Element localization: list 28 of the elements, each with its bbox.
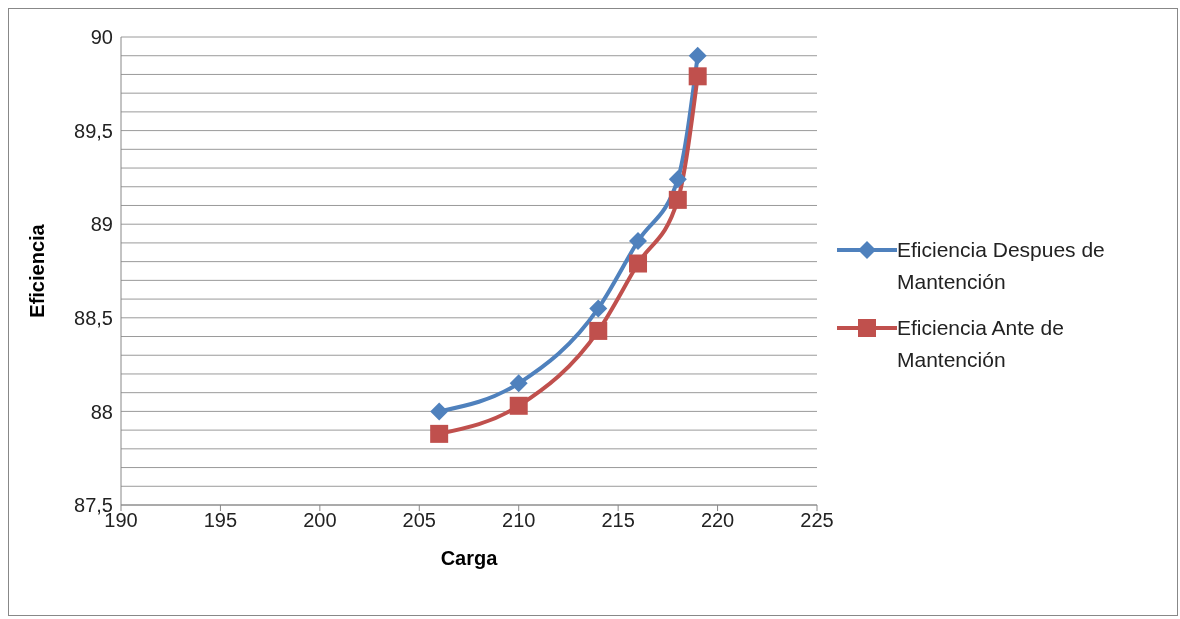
- point: [509, 374, 528, 393]
- x-tick-label: 200: [303, 509, 337, 532]
- x-tick-label: 205: [402, 509, 436, 532]
- legend-label: Eficiencia Despues de Mantención: [897, 237, 1106, 295]
- x-tick-label: 220: [700, 509, 735, 532]
- point: [668, 190, 687, 209]
- point: [430, 424, 449, 443]
- point: [589, 321, 608, 340]
- point: [668, 170, 687, 189]
- point: [629, 254, 648, 273]
- point: [688, 46, 707, 65]
- legend-label: Eficiencia Ante de Mantención: [897, 315, 1065, 373]
- point: [629, 232, 648, 251]
- y-axis-title: Eficiencia: [26, 223, 49, 318]
- x-tick-label: 225: [800, 509, 834, 532]
- y-tick-label: 89: [90, 213, 113, 236]
- point: [509, 396, 528, 415]
- y-tick-label: 90: [90, 26, 113, 49]
- x-tick-label: 215: [601, 509, 635, 532]
- x-axis-title: Carga: [440, 547, 499, 569]
- y-tick-label: 88: [90, 400, 113, 423]
- y-tick-label: 88,5: [74, 306, 113, 329]
- point: [589, 299, 608, 318]
- point: [688, 67, 707, 86]
- point: [430, 402, 449, 421]
- x-tick-label: 195: [203, 509, 238, 532]
- x-tick-label: 210: [502, 509, 536, 532]
- y-tick-label: 89,5: [74, 119, 113, 142]
